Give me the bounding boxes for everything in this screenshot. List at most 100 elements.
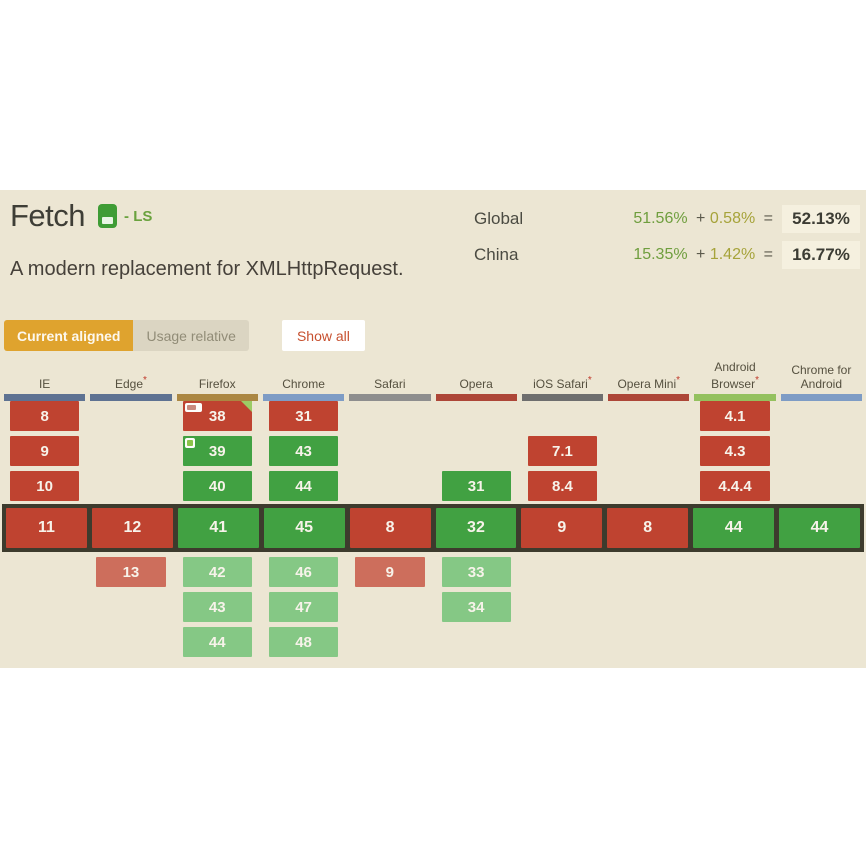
empty-cell <box>787 627 856 657</box>
stat-partial: 1.42% <box>709 245 756 263</box>
version-label: 42 <box>208 563 226 581</box>
usage-bar-android-browser <box>694 394 776 401</box>
future-version-row: 13 42 46 9 33 <box>4 557 862 587</box>
past-version-row: 10 40 44 31 8.4 4.4.4 <box>4 471 862 501</box>
version-cell-firefox-39[interactable]: 39 <box>182 436 252 466</box>
support-table: IE Edge* Firefox Chrome Safari Opera iOS Safar… <box>2 356 864 657</box>
version-label: 46 <box>295 563 312 581</box>
version-cell-android-browser-4-3[interactable]: 4.3 <box>700 436 770 466</box>
empty-cell <box>614 436 683 466</box>
version-cell-android-browser-4-1[interactable]: 4.1 <box>700 401 770 431</box>
version-cell-firefox-42[interactable]: 42 <box>182 557 252 587</box>
spec-status-label[interactable]: - LS <box>124 207 153 225</box>
current-version-row: 11 12 41 45 8 32 9 8 44 44 <box>6 508 860 548</box>
usage-bar-chrome-for-android <box>780 394 862 401</box>
new-feature-corner-icon <box>240 401 252 412</box>
version-label: 8 <box>40 407 49 425</box>
browser-name: Chrome for Android <box>791 363 852 392</box>
version-cell-firefox-40[interactable]: 40 <box>182 471 252 501</box>
version-cell-ie-11[interactable]: 11 <box>6 508 87 548</box>
browser-note-asterisk: * <box>143 375 147 387</box>
version-cell-ios-safari-9[interactable]: 9 <box>521 508 603 548</box>
current-aligned-button[interactable]: Current aligned <box>4 320 134 351</box>
empty-cell <box>700 557 769 587</box>
version-label: 43 <box>295 442 312 460</box>
version-cell-safari-9[interactable]: 9 <box>355 557 425 587</box>
usage-bar-row <box>4 394 862 401</box>
version-cell-android-browser-44[interactable]: 44 <box>693 508 775 548</box>
version-cell-firefox-41[interactable]: 41 <box>177 508 259 548</box>
note-badge-icon <box>184 403 202 412</box>
version-cell-chrome-31[interactable]: 31 <box>268 401 339 431</box>
feature-panel: Fetch - LS Global 51.56% + 0.58% = 52.13%… <box>0 190 866 668</box>
usage-bar-opera-mini <box>608 394 690 401</box>
browser-header-android-browser: Android Browser* <box>694 356 775 392</box>
version-cell-firefox-43[interactable]: 43 <box>182 592 252 622</box>
stat-row-global: Global 51.56% + 0.58% = 52.13% <box>474 204 860 233</box>
empty-cell <box>355 471 424 501</box>
version-cell-ie-9[interactable]: 9 <box>10 436 80 466</box>
browser-name: iOS Safari* <box>533 375 592 392</box>
empty-cell <box>787 471 856 501</box>
version-cell-chrome-48[interactable]: 48 <box>268 627 339 657</box>
stat-supported: 51.56% <box>633 209 688 227</box>
version-label: 41 <box>209 519 228 536</box>
empty-cell <box>614 627 683 657</box>
version-cell-chrome-47[interactable]: 47 <box>268 592 339 622</box>
version-cell-firefox-38[interactable]: 38 <box>182 401 252 431</box>
stat-region-label: Global <box>474 208 524 228</box>
version-cell-safari-8[interactable]: 8 <box>349 508 431 548</box>
empty-cell <box>528 627 597 657</box>
version-cell-chrome-46[interactable]: 46 <box>268 557 339 587</box>
version-cell-ie-10[interactable]: 10 <box>10 471 80 501</box>
empty-cell <box>528 557 597 587</box>
version-cell-opera-31[interactable]: 31 <box>441 471 511 501</box>
empty-cell <box>355 592 424 622</box>
version-cell-ios-safari-8-4[interactable]: 8.4 <box>527 471 598 501</box>
version-label: 8.4 <box>552 477 573 495</box>
show-all-button[interactable]: Show all <box>281 320 365 351</box>
empty-cell <box>355 627 424 657</box>
version-label: 8 <box>643 519 653 536</box>
empty-cell <box>528 592 597 622</box>
empty-cell <box>614 471 683 501</box>
version-cell-android-browser-4-4-4[interactable]: 4.4.4 <box>700 471 770 501</box>
version-rows: 8 38 31 4.1 9 39 43 7.1 4.3 10 40 44 31 8.4 4.4.4 11 12 4… <box>2 401 864 657</box>
stat-plus: + <box>696 209 706 227</box>
version-cell-ie-8[interactable]: 8 <box>10 401 80 431</box>
browser-name: IE <box>38 377 51 392</box>
future-version-row: 44 48 <box>4 627 862 657</box>
browser-name: Edge* <box>114 375 147 392</box>
version-cell-ios-safari-7-1[interactable]: 7.1 <box>527 436 598 466</box>
version-cell-chrome-for-android-44[interactable]: 44 <box>779 508 860 548</box>
version-cell-opera-34[interactable]: 34 <box>441 592 511 622</box>
version-cell-firefox-44[interactable]: 44 <box>182 627 252 657</box>
empty-cell <box>96 471 165 501</box>
usage-relative-button[interactable]: Usage relative <box>133 320 249 351</box>
feature-title-row: Fetch - LS <box>10 198 152 234</box>
browser-header-row: IE Edge* Firefox Chrome Safari Opera iOS Safar… <box>4 356 862 392</box>
version-cell-chrome-44[interactable]: 44 <box>268 471 339 501</box>
version-cell-opera-33[interactable]: 33 <box>441 557 511 587</box>
version-cell-opera-mini-8[interactable]: 8 <box>607 508 689 548</box>
flag-badge-icon <box>184 438 195 448</box>
empty-cell <box>442 627 511 657</box>
version-cell-chrome-43[interactable]: 43 <box>268 436 339 466</box>
usage-bar-opera <box>435 394 517 401</box>
version-label: 44 <box>208 633 226 651</box>
version-cell-chrome-45[interactable]: 45 <box>263 508 345 548</box>
browser-header-ie: IE <box>4 356 85 392</box>
empty-cell <box>787 557 856 587</box>
version-cell-edge-12[interactable]: 12 <box>91 508 173 548</box>
empty-cell <box>787 401 856 431</box>
usage-bar-ie <box>4 394 86 401</box>
browser-name: Safari <box>374 377 406 392</box>
stat-supported: 15.35% <box>633 245 688 263</box>
version-cell-edge-13[interactable]: 13 <box>96 557 166 587</box>
version-cell-opera-32[interactable]: 32 <box>435 508 517 548</box>
spec-status-icon[interactable] <box>98 204 118 228</box>
version-label: 34 <box>467 598 485 616</box>
stat-total: 16.77% <box>782 240 860 269</box>
stat-equals: = <box>763 209 773 227</box>
